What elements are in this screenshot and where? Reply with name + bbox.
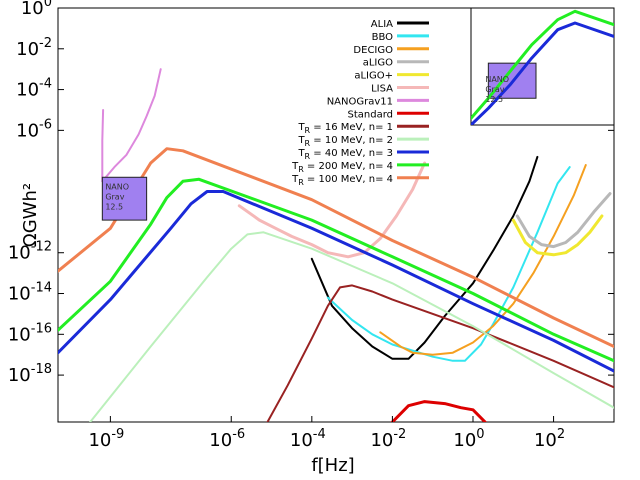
legend-label-t-r-10-mev-n-2: TR = 10 MeV, n= 2 bbox=[297, 135, 393, 148]
series-line-t-r-200-mev-n-4-12 bbox=[58, 177, 614, 363]
legend-label-decigo: DECIGO bbox=[353, 45, 393, 56]
inset-box-label-2: 12.5 bbox=[485, 95, 503, 104]
series-line-nanograv11-6 bbox=[101, 68, 162, 183]
series-line-t-r-40-mev-n-3-11 bbox=[58, 190, 614, 373]
legend-label-t-r-40-mev-n-3: TR = 40 MeV, n= 3 bbox=[297, 148, 393, 161]
inset-series-line-0 bbox=[471, 21, 614, 125]
series-line-lisa-5 bbox=[237, 161, 427, 259]
x-tick-label-2: 10-4 bbox=[290, 427, 326, 451]
x-tick-label-3: 10-2 bbox=[370, 427, 406, 451]
nanograv-box-label-0: NANO bbox=[105, 182, 129, 191]
series-line-standard-8 bbox=[390, 400, 487, 422]
y-tick-label-3: 10-6 bbox=[16, 117, 52, 141]
y-tick-label-0: 100 bbox=[21, 0, 52, 19]
nanograv-12-5-box bbox=[101, 176, 148, 221]
x-tick-label-5: 102 bbox=[534, 427, 565, 451]
legend-label-aligo: aLIGO bbox=[363, 58, 393, 69]
legend-label-t-r-16-mev-n-1: TR = 16 MeV, n= 1 bbox=[297, 122, 393, 135]
y-axis-title: ΩGWh² bbox=[20, 183, 41, 247]
series-line-decigo-2 bbox=[379, 164, 587, 356]
series-line-t-r-10-mev-n-2-10 bbox=[89, 231, 614, 422]
axis-ticks: 10-9 10-6 10-4 10-2 100 102 100 10-2 10-4 10-6 10-… bbox=[8, 0, 614, 451]
y-tick-label-2: 10-4 bbox=[16, 77, 52, 101]
y-tick-label-6: 10-16 bbox=[8, 321, 52, 345]
series-line-bbo-1 bbox=[326, 166, 571, 362]
y-tick-label-4: 10-12 bbox=[8, 240, 52, 264]
series-line-t-r-16-mev-n-1-9 bbox=[266, 284, 614, 422]
y-tick-label-5: 10-14 bbox=[8, 281, 52, 305]
inset-box-label-0: NANO bbox=[485, 75, 509, 84]
x-tick-label-0: 10-9 bbox=[88, 427, 124, 451]
inset-series-line-1 bbox=[471, 9, 614, 120]
nanograv-box-label-2: 12.5 bbox=[105, 202, 123, 211]
nanograv-box-label-1: Grav bbox=[105, 192, 124, 201]
legend-label-bbo: BBO bbox=[372, 32, 394, 43]
x-axis-title: f[Hz] bbox=[311, 455, 354, 476]
series-line-aligo-3 bbox=[515, 192, 612, 249]
x-tick-label-4: 100 bbox=[453, 427, 484, 451]
legend-label-nanograv11: NANOGrav11 bbox=[327, 96, 393, 107]
series-line-nanograv11-7 bbox=[101, 109, 105, 183]
legend-label-lisa: LISA bbox=[371, 84, 393, 95]
y-tick-label-7: 10-18 bbox=[8, 362, 52, 386]
legend-label-standard: Standard bbox=[348, 109, 394, 120]
inset-box-label-1: Grav bbox=[485, 85, 504, 94]
y-tick-label-1: 10-2 bbox=[16, 36, 52, 60]
x-tick-label-1: 10-6 bbox=[209, 427, 245, 451]
legend-label-t-r-100-mev-n-4: TR = 100 MeV, n= 4 bbox=[291, 174, 393, 187]
legend-label-alia: ALIA bbox=[371, 19, 393, 30]
series-line-alia-0 bbox=[310, 155, 539, 360]
legend-label-aligo: aLIGO+ bbox=[354, 71, 393, 82]
legend-label-t-r-200-mev-n-4: TR = 200 MeV, n= 4 bbox=[291, 161, 393, 174]
series-line-aligo-4 bbox=[511, 214, 604, 257]
